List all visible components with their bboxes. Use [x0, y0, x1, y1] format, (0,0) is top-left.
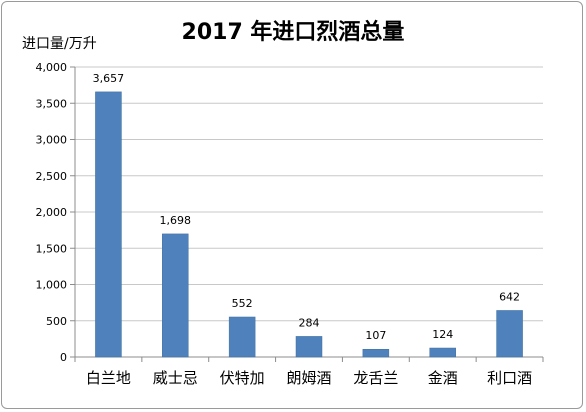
y-axis-label: 进口量/万升 [22, 36, 97, 52]
y-tick-label: 4,000 [36, 61, 68, 74]
data-label: 552 [232, 297, 253, 310]
y-tick-label: 2,000 [36, 206, 68, 219]
y-tick-label: 0 [60, 351, 67, 364]
data-label: 107 [365, 329, 386, 342]
x-category-label: 白兰地 [86, 369, 131, 387]
bar [162, 233, 189, 358]
y-tick-label: 1,500 [36, 242, 68, 255]
bar [95, 91, 122, 358]
x-category-label: 利口酒 [487, 369, 532, 387]
x-category-label: 龙舌兰 [353, 369, 398, 387]
x-category-label: 伏特加 [220, 369, 265, 387]
y-tick-label: 3,500 [36, 97, 68, 110]
x-category-label: 金酒 [428, 369, 458, 387]
bar [429, 347, 456, 358]
data-label: 284 [299, 316, 320, 329]
chart-title: 2017 年进口烈酒总量 [181, 20, 405, 45]
bar [496, 310, 523, 358]
data-label: 124 [432, 328, 453, 341]
bar [228, 316, 256, 358]
x-category-label: 朗姆酒 [286, 369, 331, 387]
y-tick-label: 3,000 [36, 134, 68, 147]
data-label: 1,698 [160, 214, 192, 227]
bar [295, 336, 323, 358]
data-label: 642 [499, 290, 520, 303]
data-label: 3,657 [93, 72, 125, 85]
y-tick-label: 500 [46, 315, 67, 328]
y-tick-label: 1,000 [36, 279, 68, 292]
x-category-label: 威士忌 [153, 369, 198, 387]
bar [362, 348, 390, 358]
y-tick-label: 2,500 [36, 170, 68, 183]
